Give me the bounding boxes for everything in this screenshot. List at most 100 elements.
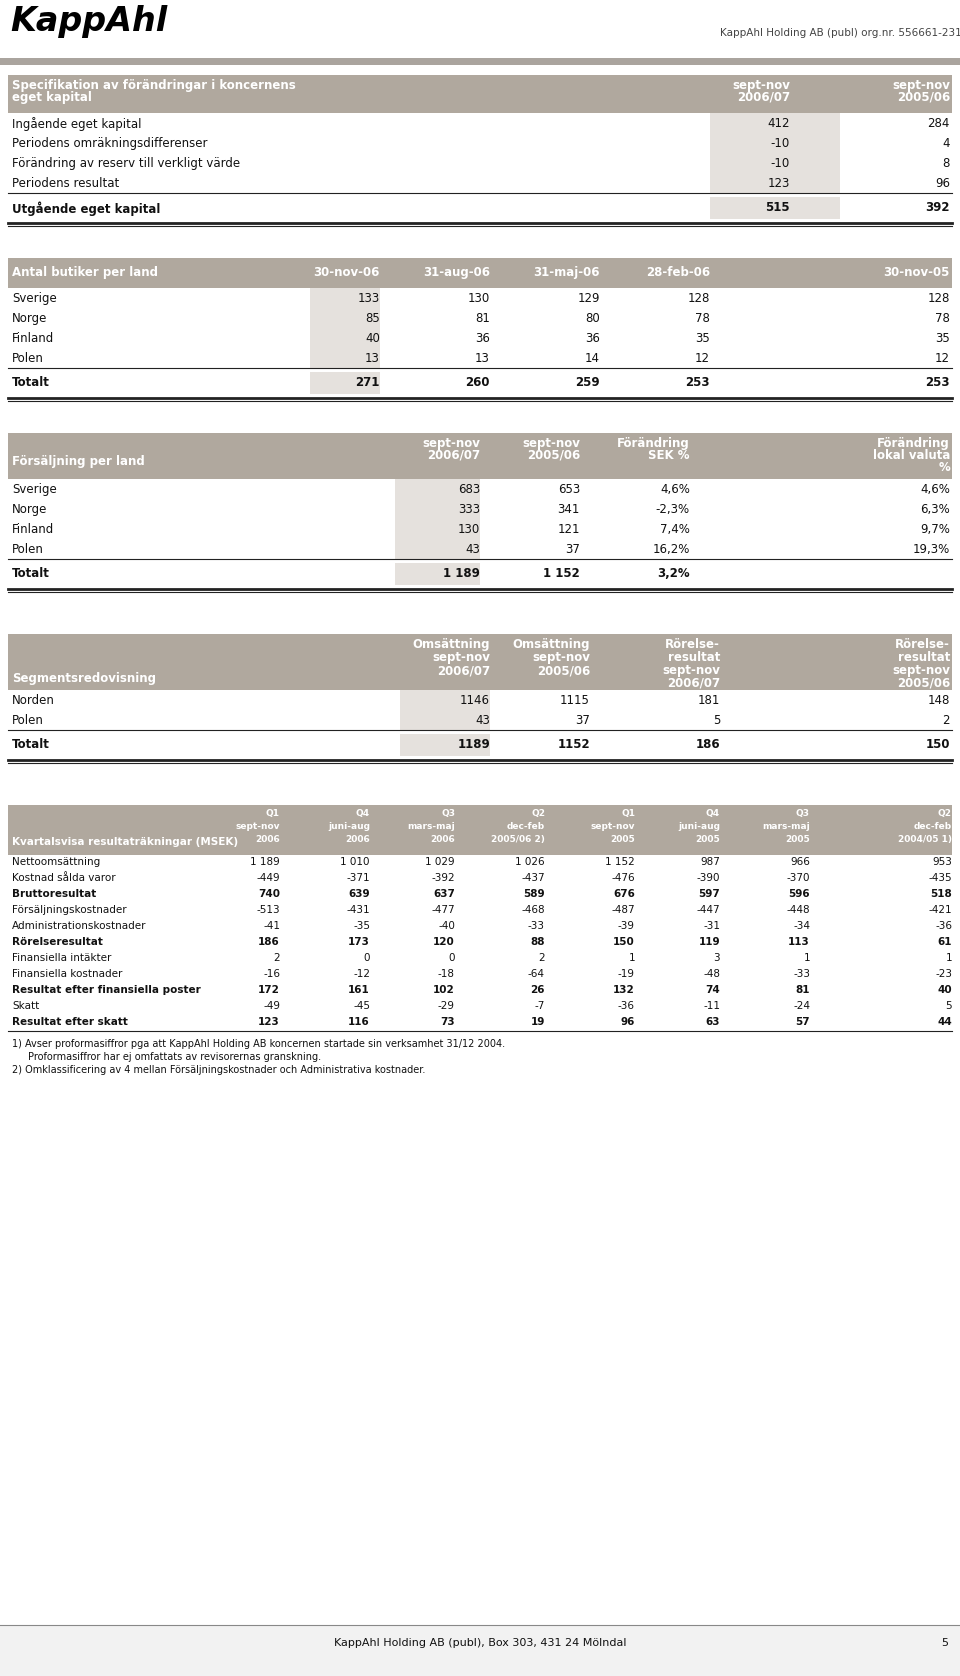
Text: 130: 130 xyxy=(458,523,480,536)
Text: Q4: Q4 xyxy=(706,810,720,818)
Text: -18: -18 xyxy=(438,969,455,979)
Text: 1 026: 1 026 xyxy=(516,856,545,866)
Text: Segmentsredovisning: Segmentsredovisning xyxy=(12,672,156,685)
Text: 5: 5 xyxy=(712,714,720,727)
Text: Totalt: Totalt xyxy=(12,566,50,580)
Text: juni-aug: juni-aug xyxy=(678,821,720,831)
Text: 596: 596 xyxy=(788,888,810,898)
Text: 36: 36 xyxy=(586,332,600,345)
Text: 2005/06: 2005/06 xyxy=(897,91,950,104)
Text: 37: 37 xyxy=(575,714,590,727)
Text: 2005: 2005 xyxy=(785,835,810,845)
Text: 987: 987 xyxy=(700,856,720,866)
Text: 2006: 2006 xyxy=(346,835,370,845)
Text: -36: -36 xyxy=(618,1001,635,1011)
Text: 150: 150 xyxy=(925,737,950,751)
Bar xyxy=(8,432,952,479)
Bar xyxy=(8,75,952,112)
Text: Finansiella kostnader: Finansiella kostnader xyxy=(12,969,122,979)
Text: 85: 85 xyxy=(365,312,380,325)
Text: 2006: 2006 xyxy=(430,835,455,845)
Text: 28-feb-06: 28-feb-06 xyxy=(646,266,710,278)
Text: -40: -40 xyxy=(438,922,455,930)
Text: 172: 172 xyxy=(258,985,280,996)
Text: Totalt: Totalt xyxy=(12,737,50,751)
Text: Förändring av reserv till verkligt värde: Förändring av reserv till verkligt värde xyxy=(12,158,240,169)
Text: 74: 74 xyxy=(706,985,720,996)
Text: Finland: Finland xyxy=(12,332,55,345)
Text: -29: -29 xyxy=(438,1001,455,1011)
Bar xyxy=(0,59,960,65)
Text: sept-nov: sept-nov xyxy=(235,821,280,831)
Text: -36: -36 xyxy=(935,922,952,930)
Text: 12: 12 xyxy=(695,352,710,365)
Text: -487: -487 xyxy=(612,905,635,915)
Text: 284: 284 xyxy=(927,117,950,131)
Text: 14: 14 xyxy=(585,352,600,365)
Bar xyxy=(310,328,380,349)
Text: 30-nov-06: 30-nov-06 xyxy=(314,266,380,278)
Text: 40: 40 xyxy=(937,985,952,996)
Bar xyxy=(395,520,480,540)
Text: -12: -12 xyxy=(353,969,370,979)
Text: 36: 36 xyxy=(475,332,490,345)
Text: Proformasiffror har ej omfattats av revisorernas granskning.: Proformasiffror har ej omfattats av revi… xyxy=(28,1053,322,1063)
Text: 19,3%: 19,3% xyxy=(913,543,950,556)
Text: 73: 73 xyxy=(441,1017,455,1027)
Text: 253: 253 xyxy=(925,375,950,389)
Text: 16,2%: 16,2% xyxy=(653,543,690,556)
Text: -33: -33 xyxy=(528,922,545,930)
Text: 35: 35 xyxy=(695,332,710,345)
Text: mars-maj: mars-maj xyxy=(407,821,455,831)
Text: 1 029: 1 029 xyxy=(425,856,455,866)
Text: Rörelse-: Rörelse- xyxy=(665,639,720,650)
Text: 44: 44 xyxy=(937,1017,952,1027)
Text: -45: -45 xyxy=(353,1001,370,1011)
Text: 121: 121 xyxy=(558,523,580,536)
Text: 37: 37 xyxy=(565,543,580,556)
Text: 88: 88 xyxy=(531,937,545,947)
Text: 161: 161 xyxy=(348,985,370,996)
Text: 639: 639 xyxy=(348,888,370,898)
Text: 43: 43 xyxy=(466,543,480,556)
Text: Kostnad sålda varor: Kostnad sålda varor xyxy=(12,873,115,883)
Text: Q2: Q2 xyxy=(531,810,545,818)
Text: 2005/06: 2005/06 xyxy=(537,664,590,677)
Text: Periodens omräkningsdifferenser: Periodens omräkningsdifferenser xyxy=(12,137,207,149)
Text: 6,3%: 6,3% xyxy=(921,503,950,516)
Bar xyxy=(395,479,480,499)
Text: 148: 148 xyxy=(927,694,950,707)
Text: Förändring: Förändring xyxy=(617,437,690,449)
Text: Antal butiker per land: Antal butiker per land xyxy=(12,266,158,278)
Text: 515: 515 xyxy=(765,201,790,215)
Text: -41: -41 xyxy=(263,922,280,930)
Text: Förändring: Förändring xyxy=(877,437,950,449)
Text: sept-nov: sept-nov xyxy=(422,437,480,449)
Text: KappAhl: KappAhl xyxy=(10,5,167,39)
Text: 19: 19 xyxy=(531,1017,545,1027)
Bar xyxy=(710,153,840,173)
Text: sept-nov: sept-nov xyxy=(590,821,635,831)
Text: Norge: Norge xyxy=(12,503,47,516)
Text: 120: 120 xyxy=(433,937,455,947)
Text: eget kapital: eget kapital xyxy=(12,91,92,104)
Text: 333: 333 xyxy=(458,503,480,516)
Text: 61: 61 xyxy=(938,937,952,947)
Text: 953: 953 xyxy=(932,856,952,866)
Text: resultat: resultat xyxy=(667,650,720,664)
Text: 113: 113 xyxy=(788,937,810,947)
Text: -435: -435 xyxy=(928,873,952,883)
Text: Administrationskostnader: Administrationskostnader xyxy=(12,922,147,930)
Text: -437: -437 xyxy=(521,873,545,883)
Text: 260: 260 xyxy=(466,375,490,389)
Text: 4,6%: 4,6% xyxy=(920,483,950,496)
Text: Omsättning: Omsättning xyxy=(513,639,590,650)
Text: Polen: Polen xyxy=(12,714,44,727)
Bar xyxy=(395,563,480,585)
Text: 130: 130 xyxy=(468,292,490,305)
Bar xyxy=(400,711,490,731)
Text: 637: 637 xyxy=(433,888,455,898)
Text: -10: -10 xyxy=(771,137,790,149)
Text: 2006/07: 2006/07 xyxy=(427,449,480,463)
Text: Ingående eget kapital: Ingående eget kapital xyxy=(12,117,141,131)
